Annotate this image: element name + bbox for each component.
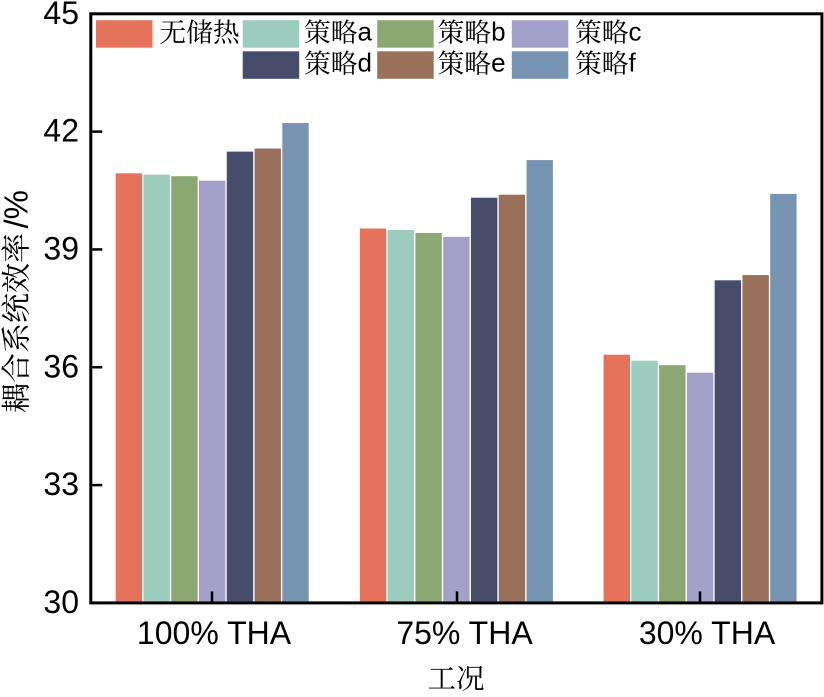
svg-text:45: 45 bbox=[43, 0, 79, 31]
svg-text:c: c bbox=[629, 17, 642, 47]
svg-text:/%: /% bbox=[0, 190, 35, 229]
svg-text:36: 36 bbox=[43, 348, 79, 384]
svg-text:42: 42 bbox=[43, 113, 79, 149]
svg-text:b: b bbox=[491, 17, 505, 47]
svg-text:d: d bbox=[358, 48, 372, 78]
svg-text:75% THA: 75% THA bbox=[396, 615, 533, 651]
svg-text:33: 33 bbox=[43, 466, 79, 502]
svg-text:39: 39 bbox=[43, 231, 79, 267]
svg-text:a: a bbox=[358, 17, 373, 47]
svg-text:f: f bbox=[629, 48, 637, 78]
svg-text:30: 30 bbox=[43, 584, 79, 620]
svg-text:e: e bbox=[491, 48, 505, 78]
svg-text:100% THA: 100% THA bbox=[137, 615, 292, 651]
svg-text:30% THA: 30% THA bbox=[639, 615, 776, 651]
